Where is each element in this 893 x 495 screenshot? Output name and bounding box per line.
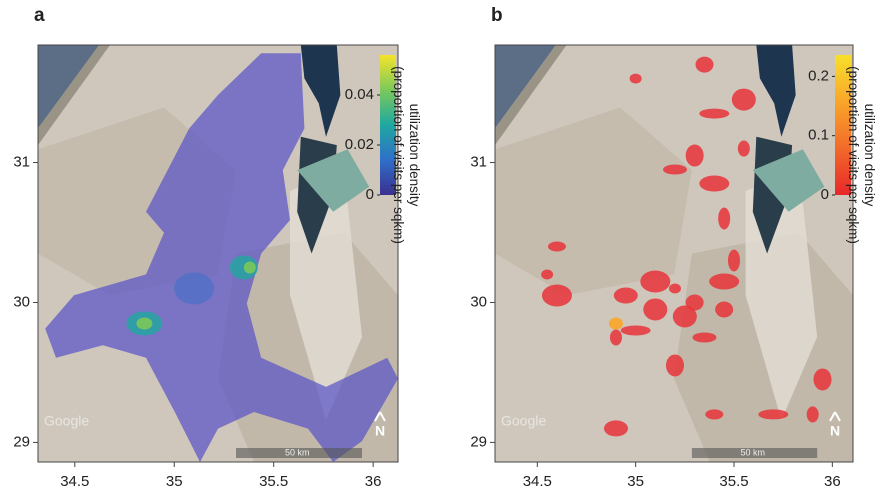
x-tick-label: 35: [166, 473, 183, 490]
panel-label: b: [491, 5, 503, 26]
utilization-patch: [613, 287, 638, 304]
y-tick-label: 29: [470, 433, 487, 450]
colorbar-title: utilization density(proportion of visits…: [846, 66, 877, 244]
colorbar-tick-label: 0.1: [808, 127, 829, 144]
north-arrow: [374, 411, 386, 422]
utilization-hotspot: [608, 317, 623, 330]
coast: [38, 45, 110, 146]
colorbar-tick-label: 0.2: [808, 67, 829, 84]
x-tick-label: 35: [627, 473, 644, 490]
x-tick-label: 35.5: [719, 473, 748, 490]
watermark: Google: [501, 413, 546, 429]
utilization-patch: [662, 164, 687, 175]
utilization-patch: [699, 175, 730, 192]
utilization-patch: [813, 368, 832, 391]
evaporation-ponds: [297, 149, 370, 212]
scale-label: 50 km: [285, 447, 310, 457]
utilization-patch: [629, 73, 642, 84]
utilization-patch: [640, 270, 671, 293]
utilization-patch: [609, 329, 622, 346]
utilization-patch: [672, 305, 697, 328]
scale-bar-box: [691, 448, 818, 458]
colorbar: [380, 55, 396, 195]
colorbar: [835, 55, 851, 195]
y-tick-label: 30: [470, 293, 487, 310]
utilization-area: [45, 53, 398, 462]
utilization-patch: [699, 108, 730, 119]
utilization-patch: [737, 140, 750, 157]
utilization-patch: [668, 283, 681, 294]
utilization-patch: [727, 249, 740, 272]
utilization-patch: [731, 88, 756, 111]
plot-frame: [494, 44, 854, 463]
utilization-patch: [603, 420, 628, 437]
utilization-patch: [541, 284, 572, 307]
utilization-patch: [547, 241, 566, 252]
utilization-hotspot: [136, 317, 153, 330]
utilization-hotspot: [243, 261, 256, 274]
y-tick-label: 31: [13, 154, 30, 171]
utilization-hotspot: [174, 272, 215, 305]
colorbar-tick-label: 0: [821, 186, 829, 203]
utilization-patch: [685, 144, 704, 167]
scale-bar-box: [236, 448, 362, 458]
utilization-patch: [705, 409, 724, 420]
panel-label: a: [34, 5, 45, 26]
x-tick-label: 34.5: [60, 473, 89, 490]
dead-sea: [756, 45, 796, 137]
utilization-patch: [692, 332, 717, 343]
plot-frame: [37, 44, 399, 463]
y-tick-label: 29: [13, 433, 30, 450]
utilization-patch: [718, 207, 731, 230]
utilization-patch: [643, 298, 668, 321]
utilization-patch: [620, 325, 651, 336]
utilization-patch: [685, 294, 704, 311]
x-tick-label: 36: [365, 473, 382, 490]
colorbar-tick-label: 0.02: [345, 136, 374, 153]
north-label: N: [830, 423, 840, 439]
x-tick-label: 35.5: [259, 473, 288, 490]
utilization-patch: [541, 269, 554, 280]
map-panel: Google 50 km N: [38, 45, 398, 462]
utilization-patch: [695, 56, 714, 73]
utilization-patch: [758, 409, 789, 420]
scale-label: 50 km: [741, 447, 766, 457]
utilization-patch: [665, 354, 684, 377]
terrain-dark: [495, 107, 692, 296]
watermark: Google: [44, 413, 89, 429]
utilization-patch: [709, 273, 740, 290]
utilization-patch: [715, 301, 734, 318]
colorbar-tick-label: 0.04: [345, 86, 374, 103]
dead-sea: [300, 45, 341, 137]
colorbar-title: utilization density(proportion of visits…: [391, 66, 422, 244]
north-label: N: [375, 423, 385, 439]
x-tick-label: 36: [824, 473, 841, 490]
colorbar-tick-label: 0: [366, 186, 374, 203]
utilization-patch: [806, 406, 819, 423]
coast: [495, 45, 567, 146]
x-tick-label: 34.5: [523, 473, 552, 490]
y-tick-label: 31: [470, 154, 487, 171]
map-panel: Google 50 km N: [495, 45, 853, 462]
evaporation-ponds: [752, 149, 825, 212]
north-arrow: [829, 411, 841, 422]
y-tick-label: 30: [13, 293, 30, 310]
